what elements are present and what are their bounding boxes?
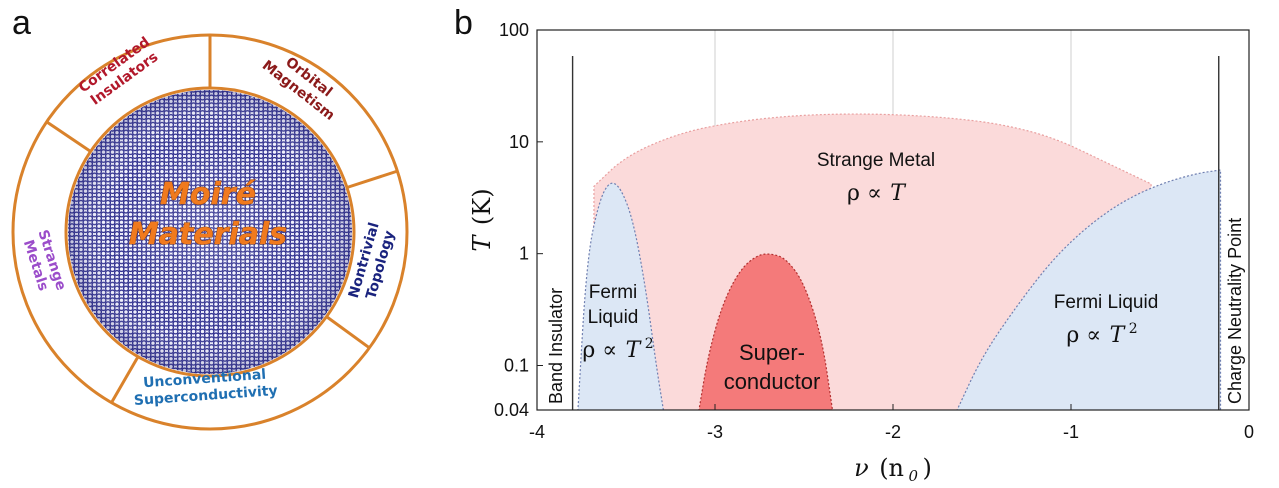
- fermi-liquid-right-law: ρ ∝ T 2: [1066, 321, 1137, 348]
- fermi-liquid-left-region: [577, 182, 664, 410]
- panel-a-label: a: [12, 4, 31, 42]
- y-tick-label: 0.04: [494, 400, 529, 420]
- moire-lattice: [68, 90, 352, 374]
- y-axis-ticks: 0.04 0.1 1 10 100: [494, 20, 543, 420]
- band-insulator-label: Band Insulator: [546, 288, 566, 404]
- y-axis-title: T (K): [468, 188, 496, 251]
- strange-metal-law: ρ ∝ T: [847, 181, 907, 206]
- x-axis-unit: (n: [879, 454, 904, 482]
- x-axis-symbol: ν: [854, 454, 869, 482]
- law-rho: ρ ∝: [847, 181, 882, 206]
- y-tick-label: 1: [519, 244, 529, 264]
- superconductor-label1: Super-: [739, 340, 805, 365]
- law-var: T: [1110, 323, 1127, 348]
- panel-b: b -4 -3 -2 -1 0 0.04 0.1 1 10 100 ν (n 0 ) T (K)…: [454, 4, 1254, 485]
- law-var: T: [626, 338, 643, 363]
- panel-a: a Moiré Materials Correlated Insulators …: [11, 4, 409, 431]
- y-axis-symbol: T: [468, 234, 496, 252]
- law-exp: 2: [645, 336, 654, 352]
- segment-divider: [346, 169, 398, 189]
- law-exp: 2: [1129, 321, 1138, 337]
- segment-divider: [325, 315, 371, 350]
- x-axis-ticks: -4 -3 -2 -1 0: [529, 404, 1254, 442]
- center-title-line2: Materials: [129, 217, 287, 252]
- x-tick-label: -4: [529, 422, 545, 442]
- y-tick-label: 10: [509, 132, 529, 152]
- fermi-liquid-right-label: Fermi Liquid: [1054, 292, 1159, 313]
- center-title-line1: Moiré: [160, 177, 256, 212]
- y-axis-unit: (K): [468, 188, 496, 225]
- x-tick-label: -2: [885, 422, 901, 442]
- superconductor-label2: conductor: [724, 369, 821, 394]
- boundary-lines: [571, 56, 1220, 410]
- strange-metal-label: Strange Metal: [817, 150, 935, 171]
- law-rho: ρ ∝: [1066, 323, 1101, 348]
- y-tick-label: 0.1: [504, 355, 529, 375]
- x-tick-label: -1: [1063, 422, 1079, 442]
- y-tick-label: 100: [499, 20, 529, 40]
- segment-divider: [45, 120, 92, 153]
- x-tick-label: -3: [707, 422, 723, 442]
- x-axis-sub: 0: [908, 467, 918, 485]
- fermi-liquid-left-law: ρ ∝ T 2: [582, 336, 653, 363]
- fermi-liquid-left-label1: Fermi: [589, 282, 638, 303]
- x-tick-label: 0: [1244, 422, 1254, 442]
- law-rho: ρ ∝: [582, 338, 617, 363]
- fermi-liquid-right-region: [956, 169, 1222, 410]
- lattice-shading: [68, 90, 352, 374]
- panel-b-label: b: [454, 4, 473, 42]
- segment-divider: [110, 355, 140, 404]
- phase-regions: [577, 113, 1222, 410]
- x-axis-close: ): [922, 454, 931, 482]
- segment-dividers: [45, 35, 398, 404]
- fermi-liquid-left-label2: Liquid: [588, 307, 639, 328]
- law-var: T: [890, 181, 907, 206]
- x-axis-title: ν (n 0 ): [854, 454, 932, 485]
- charge-neutrality-label: Charge Neutrality Point: [1225, 218, 1245, 404]
- superconductor-region: [698, 253, 834, 410]
